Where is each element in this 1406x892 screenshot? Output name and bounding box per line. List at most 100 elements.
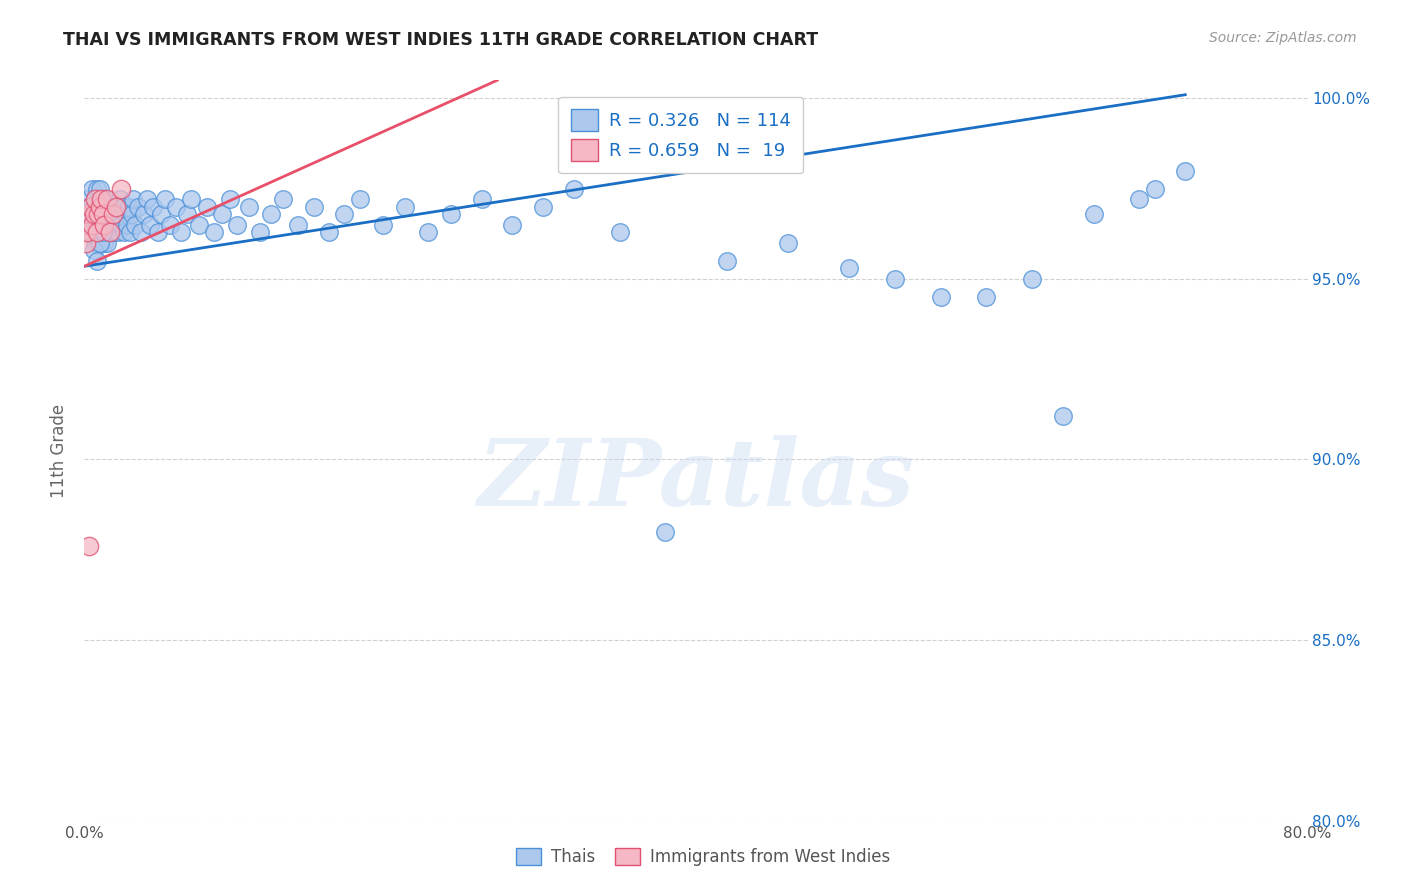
Point (142, 200, 165, 214)
Point (1174, 163, 1197, 178)
Point (75, 207, 97, 221)
Point (114, 207, 136, 221)
Point (176, 207, 198, 221)
Point (86, 207, 108, 221)
Text: Source: ZipAtlas.com: Source: ZipAtlas.com (1209, 31, 1357, 45)
Point (440, 207, 463, 221)
Point (318, 225, 340, 239)
Point (202, 225, 225, 239)
Point (89, 235, 111, 250)
Point (112, 225, 135, 239)
Point (79, 207, 101, 221)
Point (90, 218, 112, 232)
Point (107, 225, 129, 239)
Point (136, 193, 159, 207)
Point (502, 218, 524, 232)
Point (238, 200, 260, 214)
Point (84, 193, 107, 207)
Point (93, 218, 115, 232)
Point (75, 235, 97, 250)
Point (271, 193, 294, 207)
Point (76, 225, 98, 239)
Point (79, 225, 101, 239)
Point (91, 225, 114, 239)
Point (96, 235, 118, 250)
Point (101, 207, 124, 221)
Point (83, 218, 105, 232)
Point (188, 218, 211, 232)
Point (531, 200, 554, 214)
Point (195, 200, 218, 214)
Point (77, 539, 100, 553)
Point (139, 218, 162, 232)
Point (132, 207, 155, 221)
Point (83, 200, 105, 214)
Point (96, 218, 118, 232)
Point (471, 193, 494, 207)
Point (122, 193, 145, 207)
Point (418, 225, 440, 239)
Point (87, 207, 110, 221)
Point (107, 207, 129, 221)
Point (562, 181, 585, 195)
Point (1128, 193, 1150, 207)
Point (1021, 272, 1043, 286)
Point (84, 218, 107, 232)
Point (333, 207, 356, 221)
Point (80, 200, 103, 214)
Point (105, 200, 128, 214)
Point (883, 272, 905, 286)
Point (77, 200, 100, 214)
Point (716, 253, 738, 268)
Point (155, 193, 177, 207)
Text: ZIPatlas: ZIPatlas (478, 435, 914, 525)
Point (98, 200, 121, 214)
Point (89, 207, 111, 221)
Point (86, 225, 108, 239)
Point (218, 193, 240, 207)
Point (159, 218, 181, 232)
Point (394, 200, 416, 214)
Point (165, 200, 187, 214)
Point (249, 225, 271, 239)
Point (89, 181, 111, 195)
Point (93, 193, 115, 207)
Point (146, 225, 169, 239)
Point (86, 225, 108, 239)
Point (77, 218, 100, 232)
Point (118, 200, 141, 214)
Legend: Thais, Immigrants from West Indies: Thais, Immigrants from West Indies (509, 841, 897, 873)
Point (91, 200, 114, 214)
Point (76, 193, 98, 207)
Point (976, 290, 998, 304)
Point (93, 235, 115, 250)
Point (287, 218, 309, 232)
Point (89, 200, 111, 214)
Point (80, 218, 103, 232)
Point (98, 218, 121, 232)
Text: THAI VS IMMIGRANTS FROM WEST INDIES 11TH GRADE CORRELATION CHART: THAI VS IMMIGRANTS FROM WEST INDIES 11TH… (63, 31, 818, 49)
Point (104, 225, 127, 239)
Point (121, 207, 143, 221)
Point (110, 181, 132, 195)
Point (103, 207, 125, 221)
Point (110, 218, 132, 232)
Point (94, 225, 117, 239)
Point (108, 193, 131, 207)
Point (87, 235, 110, 250)
Y-axis label: 11th Grade: 11th Grade (51, 403, 69, 498)
Point (654, 524, 676, 539)
Point (838, 261, 860, 276)
Point (94, 207, 117, 221)
Point (371, 218, 394, 232)
Point (98, 225, 121, 239)
Point (90, 193, 112, 207)
Point (1052, 409, 1074, 424)
Point (103, 200, 125, 214)
Point (302, 200, 325, 214)
Point (103, 218, 125, 232)
Point (180, 193, 202, 207)
Point (929, 290, 952, 304)
Point (86, 181, 108, 195)
Point (115, 218, 138, 232)
